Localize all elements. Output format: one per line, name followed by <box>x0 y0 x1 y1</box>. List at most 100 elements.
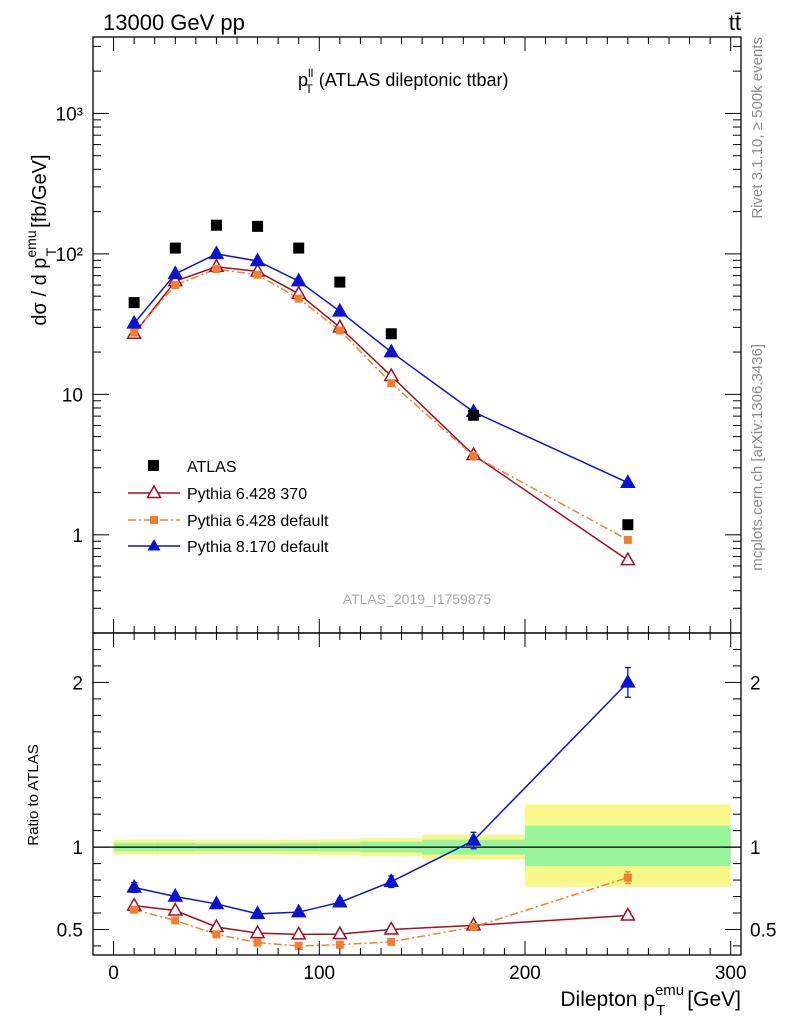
ratio-point-pythia-6-428-370 <box>290 925 307 940</box>
ratio-point-pythia-6-428-default <box>469 923 478 931</box>
main-y-axis-label-sub: T <box>43 247 59 256</box>
plot-title: pll T (ATLAS dileptonic ttbar) <box>298 66 508 96</box>
legend-marker-py6-370 <box>146 484 162 499</box>
data-point-pythia-8-170-default <box>167 265 184 280</box>
x-axis-label-main: Dilepton p <box>560 988 655 1011</box>
y-tick-label: 10² <box>56 245 83 266</box>
data-point-pythia-6-428-default <box>469 451 478 460</box>
legend-marker-py6-default <box>150 516 158 524</box>
x-axis-label-sub: T <box>656 1002 665 1019</box>
data-point-pythia-8-170-default <box>249 252 266 267</box>
y-tick-label: 10 <box>62 385 83 406</box>
data-point-atlas <box>128 297 140 309</box>
ratio-point-pythia-6-428-370 <box>620 906 636 921</box>
x-axis-label-sup: emu <box>655 982 684 999</box>
data-point-pythia-6-428-default <box>171 281 180 290</box>
ratio-point-pythia-6-428-370 <box>249 924 266 939</box>
series-line-pythia-8-170-default <box>133 253 629 484</box>
data-point-atlas <box>210 219 222 231</box>
plot-title-sub: T <box>305 82 313 96</box>
ratio-line-pythia-6-428-370 <box>134 904 628 936</box>
data-point-pythia-6-428-default <box>130 328 139 337</box>
ratio-point-pythia-6-428-default <box>253 938 262 947</box>
main-y-axis-label: dσ / d pemu T [fb/GeV] <box>23 154 59 325</box>
data-point-pythia-6-428-default <box>335 326 344 335</box>
data-point-pythia-6-428-default <box>387 379 396 388</box>
y-tick-label-right: 1 <box>750 838 761 859</box>
plot-title-sup: ll <box>308 66 313 80</box>
x-tick-label: 200 <box>509 963 541 984</box>
legend-label-py6-370: Pythia 6.428 370 <box>187 486 307 503</box>
main-panel: 1 10 10² 10³ pll T (ATLAS dileptonic ttbar) d… <box>23 36 742 634</box>
ratio-point-pythia-6-428-default <box>623 873 632 882</box>
data-point-pythia-8-170-default <box>383 343 400 358</box>
data-point-atlas <box>169 242 181 254</box>
ratio-panel: 0 100 200 300 0.5 0.5 1 1 2 2 Ratio to ATLAS Dile… <box>25 632 776 1019</box>
data-point-pythia-8-170-default <box>620 474 636 488</box>
data-point-pythia-8-170-default <box>208 245 225 260</box>
y-tick-label: 1 <box>72 838 83 859</box>
ratio-point-pythia-8-170-default <box>126 878 142 893</box>
legend-label-atlas: ATLAS <box>187 459 237 476</box>
data-point-atlas <box>293 242 305 254</box>
analysis-id-label: ATLAS_2019_I1759875 <box>343 591 492 607</box>
ratio-point-pythia-6-428-default <box>212 930 221 939</box>
main-y-axis-label-unit: [fb/GeV] <box>29 154 51 227</box>
ratio-point-pythia-6-428-default <box>171 916 180 925</box>
data-point-pythia-8-170-default <box>126 314 142 329</box>
data-point-pythia-8-170-default <box>332 302 348 317</box>
y-tick-label-right: 0.5 <box>750 920 776 941</box>
x-tick-label: 0 <box>108 963 119 984</box>
ratio-y-axis-label: Ratio to ATLAS <box>25 744 42 845</box>
main-panel-ticks: 1 10 10² 10³ <box>56 37 741 634</box>
rivet-version-label: Rivet 3.1.10, ≥ 500k events <box>749 37 766 219</box>
data-point-atlas <box>334 276 346 288</box>
process-label: tt̄ <box>729 10 741 35</box>
plot-title-text: (ATLAS dileptonic ttbar) <box>319 70 509 90</box>
ratio-line-pythia-6-428-default <box>133 876 629 947</box>
x-tick-label: 100 <box>303 963 335 984</box>
ratio-panel-frame <box>92 632 742 956</box>
y-tick-label-right: 2 <box>750 673 761 694</box>
main-plot-area <box>126 219 636 566</box>
ratio-point-pythia-8-170-default <box>208 895 225 910</box>
x-axis-label: Dilepton pemu T [GeV] <box>560 982 741 1019</box>
y-tick-label: 1 <box>72 526 83 547</box>
ratio-point-pythia-6-428-default <box>387 937 396 946</box>
ratio-point-pythia-8-170-default <box>290 903 307 918</box>
data-point-pythia-6-428-370 <box>620 551 636 566</box>
data-point-atlas <box>385 328 397 340</box>
data-point-atlas <box>468 409 480 421</box>
mcplots-label: mcplots.cern.ch [arXiv:1306.3436] <box>749 344 766 571</box>
ratio-point-pythia-6-428-370 <box>332 925 348 940</box>
data-point-pythia-8-170-default <box>290 272 307 287</box>
data-point-pythia-6-428-default <box>253 270 262 279</box>
x-axis-label-unit: [GeV] <box>687 988 741 1011</box>
y-tick-label: 0.5 <box>57 920 83 941</box>
ratio-point-pythia-8-170-default <box>465 832 482 846</box>
ratio-panel-ticks: 0 100 200 300 0.5 0.5 1 1 2 2 <box>57 633 776 984</box>
legend-marker-py8-default <box>147 539 161 551</box>
ratio-point-pythia-6-428-default <box>130 905 139 914</box>
plot-title-symbol: p <box>298 70 308 90</box>
data-point-pythia-6-428-default <box>623 535 632 544</box>
data-point-atlas <box>622 519 634 531</box>
uncertainty-band-inner <box>525 825 731 867</box>
x-tick-label: 300 <box>715 963 747 984</box>
legend-label-py8-default: Pythia 8.170 default <box>187 539 329 556</box>
ratio-point-pythia-8-170-default <box>620 673 636 688</box>
ratio-point-pythia-6-428-370 <box>383 920 400 935</box>
ratio-point-pythia-8-170-default <box>332 893 348 908</box>
ratio-point-pythia-6-428-default <box>335 940 344 949</box>
main-y-axis-label-main: dσ / d p <box>29 258 51 326</box>
data-point-atlas <box>252 220 264 232</box>
main-y-axis-label-sup: emu <box>23 230 39 257</box>
legend-marker-atlas <box>148 460 159 471</box>
legend-label-py6-default: Pythia 6.428 default <box>187 513 329 530</box>
data-point-pythia-6-428-default <box>294 294 303 303</box>
ratio-point-pythia-6-428-default <box>294 941 303 950</box>
y-tick-label: 10³ <box>56 104 83 125</box>
ratio-point-pythia-8-170-default <box>383 873 400 887</box>
ratio-point-pythia-8-170-default <box>249 905 266 920</box>
